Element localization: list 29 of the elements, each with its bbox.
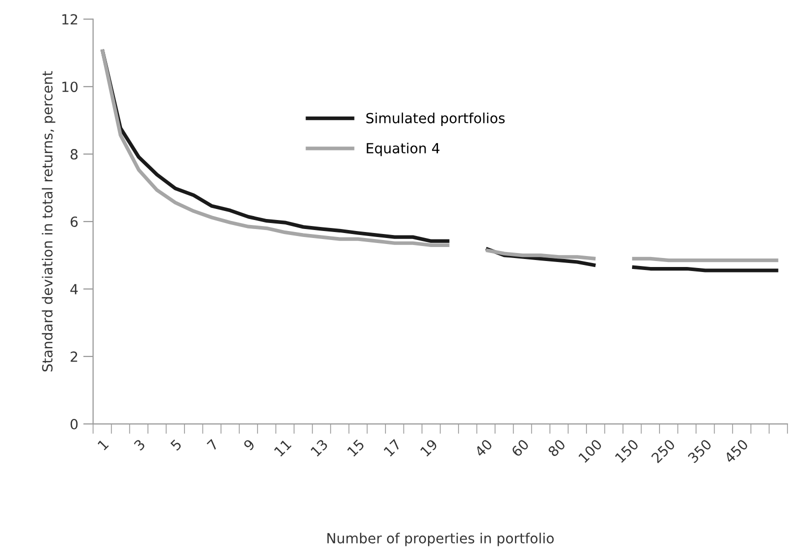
y-tick-label: 4 [70,284,78,294]
x-tick-label: 60 [510,438,530,458]
y-tick-label: 6 [70,216,78,228]
x-tick-label: 450 [724,438,749,464]
legend-label: Simulated portfolios [366,112,505,126]
x-tick-label: 17 [383,438,402,457]
y-tick-label: 12 [62,14,78,24]
x-tick-label: 80 [547,438,566,458]
x-tick-label: 250 [650,438,676,464]
x-tick-label: 150 [614,438,640,464]
x-tick-label: 1 [97,439,109,450]
x-tick-label: 3 [133,438,146,451]
x-tick-label: 15 [346,438,365,457]
x-tick-label: 7 [206,438,218,451]
x-tick-label: 40 [474,438,493,458]
legend-label: Equation 4 [366,142,440,156]
x-tick-label: 5 [170,438,182,451]
y-tick-label: 2 [70,351,78,362]
x-tick-label: 13 [310,438,328,457]
y-tick-label: 8 [70,149,78,160]
y-tick-label: 10 [62,82,78,92]
y-axis-title: Standard deviation in total returns, percent [42,71,56,372]
x-tick-label: 350 [687,438,712,464]
y-tick-label: 0 [70,418,78,430]
x-tick-label: 11 [274,439,292,457]
x-tick-label: 19 [420,438,438,457]
x-tick-label: 9 [242,438,256,452]
x-tick-label: 100 [578,438,603,464]
x-axis-title: Number of properties in portfolio [327,532,554,546]
